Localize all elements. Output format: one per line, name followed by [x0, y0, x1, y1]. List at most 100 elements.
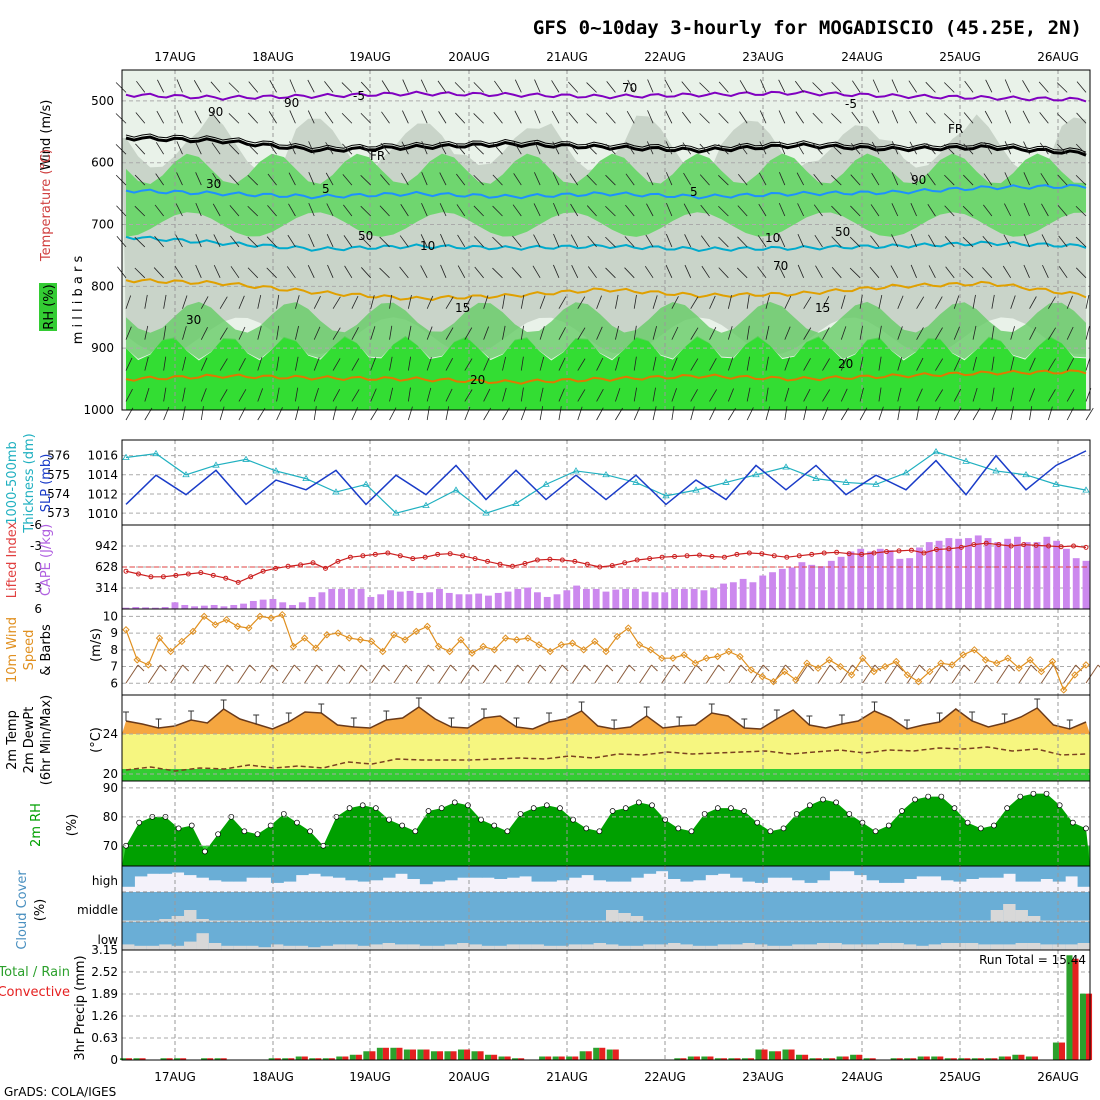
wind-barb: [195, 233, 202, 248]
contour-label: 90: [284, 96, 299, 110]
contour-label: -5: [353, 89, 365, 103]
li-marker: [223, 575, 229, 581]
cloud-clear-bar: [270, 944, 284, 950]
wind-barb: [765, 406, 771, 421]
cloud-high-bar: [606, 866, 619, 882]
wind-barb: [342, 174, 353, 186]
wind-barb: [361, 267, 372, 279]
thickness-marker: [1082, 486, 1090, 493]
cloud-layer-bar: [953, 892, 967, 922]
top-date-label: 19AUG: [349, 50, 391, 64]
wind-speed-marker: [557, 641, 566, 649]
wind-barb: [473, 144, 484, 155]
panel-label: Lifted Index: [5, 521, 20, 598]
cape-bar: [553, 594, 561, 609]
rh-marker: [833, 799, 839, 806]
precip-convective-bar: [693, 1056, 700, 1060]
cloud-layer-bar: [643, 922, 657, 950]
wind-barb: [1075, 236, 1087, 248]
wind-speed-marker: [713, 652, 722, 661]
wind-barb: [238, 295, 245, 309]
cloud-layer-bar: [1065, 922, 1079, 950]
cape-bar: [357, 588, 365, 609]
wind-barb: [840, 326, 847, 340]
li-marker: [659, 554, 665, 560]
wind-barb: [289, 110, 296, 124]
cape-bar: [837, 556, 845, 609]
wind-speed-marker: [725, 647, 733, 656]
cloud-clear-bar: [705, 945, 719, 950]
wind-speed-marker: [1071, 671, 1079, 679]
wind-barb: [803, 406, 808, 421]
wind-barb-flag: [829, 664, 837, 672]
wind-barb: [757, 235, 767, 248]
wind-speed-marker: [803, 659, 811, 667]
wind-barb: [596, 326, 603, 340]
wind-speed-marker: [992, 659, 1001, 667]
wind-barb: [176, 172, 183, 186]
wind-barb: [571, 265, 579, 278]
cloud-clear-bar: [146, 945, 160, 950]
rh-legend-swatch: [39, 283, 57, 331]
wind-barb: [313, 388, 319, 402]
cloud-layer-bar: [407, 922, 421, 950]
wind-speed-marker: [870, 667, 878, 676]
li-marker: [322, 565, 328, 571]
wind-barb: [512, 235, 522, 248]
contour-label: -5: [845, 97, 857, 111]
li-marker: [285, 563, 291, 569]
cloud-high-bar: [643, 866, 657, 874]
cloud-layer-bar: [630, 922, 644, 950]
wind-barb: [473, 82, 484, 93]
wind-barb: [457, 265, 466, 279]
li-marker: [784, 554, 790, 560]
run-total-annotation: Run Total = 15.44: [979, 953, 1086, 967]
wind-barb: [1048, 389, 1056, 402]
tick-label: 575: [47, 468, 70, 482]
cape-bar: [867, 551, 874, 609]
wind-barb: [605, 143, 616, 155]
cloud-clear-bar: [643, 944, 657, 950]
panel-label: (%): [33, 899, 48, 922]
wind-barb: [935, 327, 943, 340]
wind-barb: [760, 79, 767, 93]
precip-convective-bar: [464, 1049, 471, 1060]
wind-barb: [1066, 295, 1073, 309]
wind-barb: [445, 358, 453, 371]
wind-barb: [219, 406, 225, 421]
wind-barb: [266, 236, 277, 248]
wind-barb: [925, 81, 936, 93]
cloud-clear-bar: [519, 920, 533, 922]
cape-bar: [729, 582, 737, 609]
wind-barb: [426, 326, 433, 340]
cape-bar: [161, 606, 169, 609]
cloud-clear-bar: [370, 944, 384, 950]
wind-barb: [850, 143, 861, 155]
wind-barb: [247, 174, 259, 186]
cape-bar: [396, 591, 404, 609]
wind-barb: [784, 326, 791, 340]
wind-barb: [690, 389, 698, 402]
cloud-clear-bar: [816, 920, 830, 922]
precip-convective-bar: [829, 1058, 836, 1060]
wind-barb: [945, 266, 955, 279]
cloud-layer-bar: [866, 892, 880, 922]
cloud-high-bar: [1052, 866, 1066, 882]
rh-marker: [1004, 805, 1010, 811]
tick-label: 573: [47, 506, 70, 520]
thickness-marker: [842, 478, 850, 485]
precip-total-bar: [322, 1058, 329, 1060]
wind-barb: [727, 326, 733, 340]
tick-label: 500: [91, 94, 114, 108]
wind-barb: [267, 173, 277, 186]
wind-barb: [665, 110, 673, 124]
wind-speed-marker: [233, 622, 242, 631]
wind-speed-marker: [769, 677, 778, 686]
li-marker: [634, 557, 640, 563]
cloud-high-bar: [419, 866, 433, 885]
cape-bar: [680, 588, 688, 609]
wind-barb-flag: [695, 664, 703, 672]
li-marker: [522, 561, 528, 566]
rh-marker: [964, 819, 971, 826]
